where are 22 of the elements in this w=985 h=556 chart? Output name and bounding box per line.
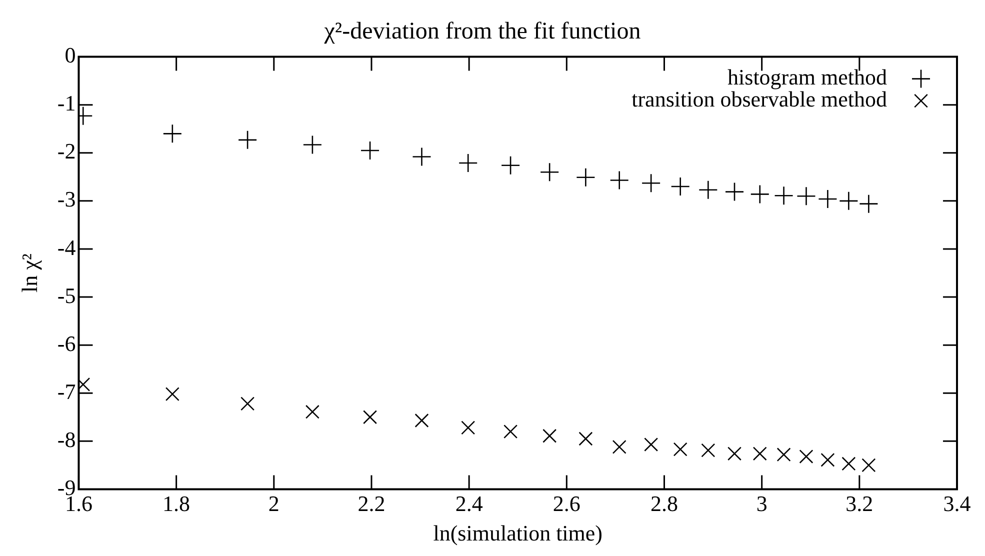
y-tick-label: -3 [57,186,76,212]
x-tick-label: 3.2 [846,491,874,516]
y-tick-label: -6 [57,330,76,356]
y-tick-label: -2 [57,138,76,164]
x-tick-label: 2.8 [650,491,678,516]
x-tick-label: 2.6 [552,491,580,516]
x-axis-title: ln(simulation time) [433,520,602,546]
chart-title: χ²-deviation from the fit function [323,18,641,45]
x-tick-label: 3 [756,491,768,516]
y-tick-label: -8 [57,426,76,452]
x-tick-label: 2 [268,491,280,516]
y-tick-label: 0 [64,42,76,68]
x-tick-label: 1.8 [162,491,190,516]
x-tick-label: 3.4 [943,491,971,516]
y-tick-label: -4 [57,234,76,260]
y-tick-label: -7 [57,378,76,404]
legend-label: histogram method [728,64,887,90]
y-axis-title: ln χ² [16,253,42,292]
x-tick-label: 2.4 [455,491,483,516]
y-tick-label: -5 [57,282,76,308]
x-tick-label: 2.2 [358,491,386,516]
y-tick-label: -1 [57,90,76,116]
